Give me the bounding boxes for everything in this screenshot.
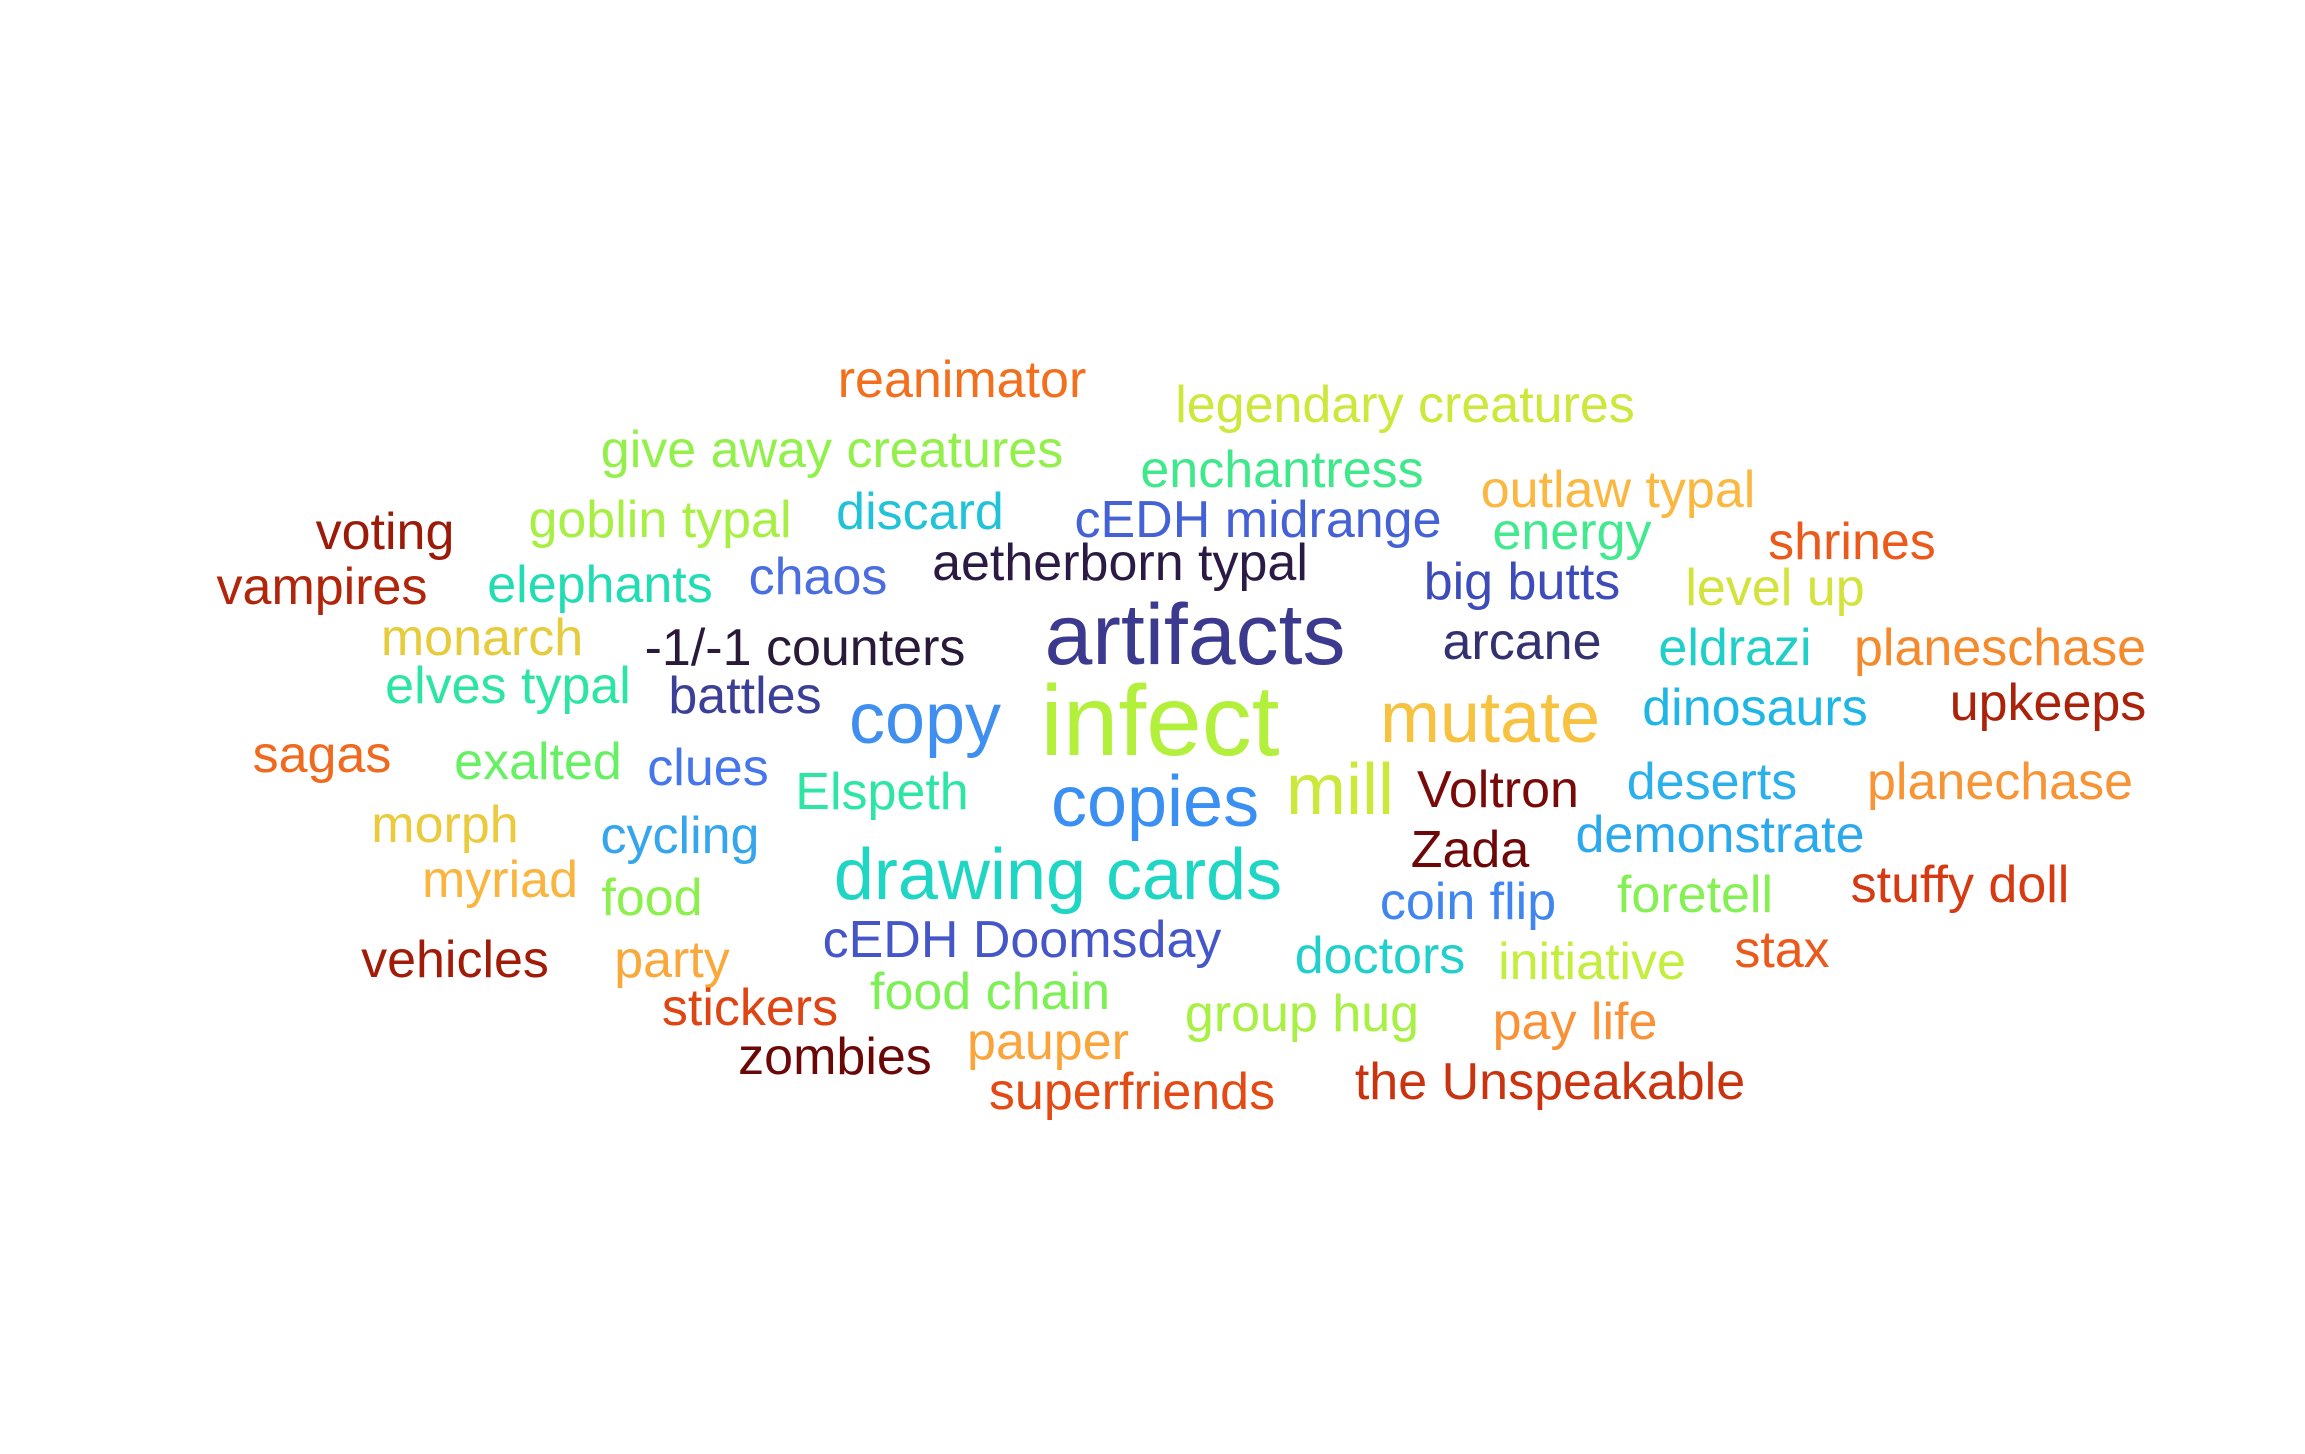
word: food chain [870,963,1110,1021]
word: stax [1734,921,1830,979]
word: party [614,931,730,989]
word: stickers [661,979,839,1037]
word: artifacts [1044,587,1346,683]
word: voting [315,503,455,561]
word: reanimator [837,351,1087,409]
word: mill [1286,750,1394,830]
word: doctors [1294,927,1466,985]
word: Elspeth [795,763,969,821]
word: mutate [1379,678,1601,758]
word: cEDH Doomsday [822,911,1222,969]
word: coin flip [1379,873,1557,931]
word: outlaw typal [1480,461,1756,519]
word: clues [647,739,769,797]
word: monarch [380,609,584,667]
word: shrines [1768,513,1936,571]
word: cEDH midrange [1074,491,1442,549]
word: elephants [487,556,713,614]
word: vampires [216,558,428,616]
word: vehicles [361,931,549,989]
word: upkeeps [1949,674,2147,732]
word: stuffy doll [1850,856,2070,914]
word: eldrazi [1658,619,1812,677]
word: planeschase [1854,619,2146,677]
word: copy [848,679,1002,759]
word: sagas [252,726,392,784]
word: -1/-1 counters [644,619,966,677]
word: give away creatures [600,421,1064,479]
word: the Unspeakable [1354,1053,1746,1111]
word: level up [1685,559,1865,617]
word: food [601,869,703,927]
word: energy [1492,503,1652,561]
word: demonstrate [1575,806,1865,864]
word: battles [668,667,822,725]
word: discard [836,483,1004,541]
word: exalted [454,733,622,791]
word: Voltron [1417,761,1579,819]
word: pay life [1492,993,1658,1051]
word: zombies [738,1028,932,1086]
word: morph [371,796,519,854]
word: big butts [1423,553,1621,611]
word: drawing cards [833,835,1283,915]
word: arcane [1442,613,1602,671]
word: copies [1050,762,1260,842]
word: initiative [1498,933,1686,991]
word: pauper [967,1013,1129,1071]
word: group hug [1184,985,1420,1043]
word: foretell [1616,866,1774,924]
word: aetherborn typal [932,534,1308,592]
word: myriad [421,851,579,909]
word: chaos [748,548,888,606]
word: deserts [1626,753,1798,811]
word: enchantress [1140,441,1424,499]
word: infect [1040,665,1280,777]
word: Zada [1410,821,1530,879]
word: superfriends [988,1063,1276,1121]
word: cycling [600,807,760,865]
word: dinosaurs [1642,679,1868,737]
word: goblin typal [528,491,792,549]
word: planechase [1867,753,2133,811]
word: legendary creatures [1175,376,1635,434]
word: elves typal [385,657,631,715]
